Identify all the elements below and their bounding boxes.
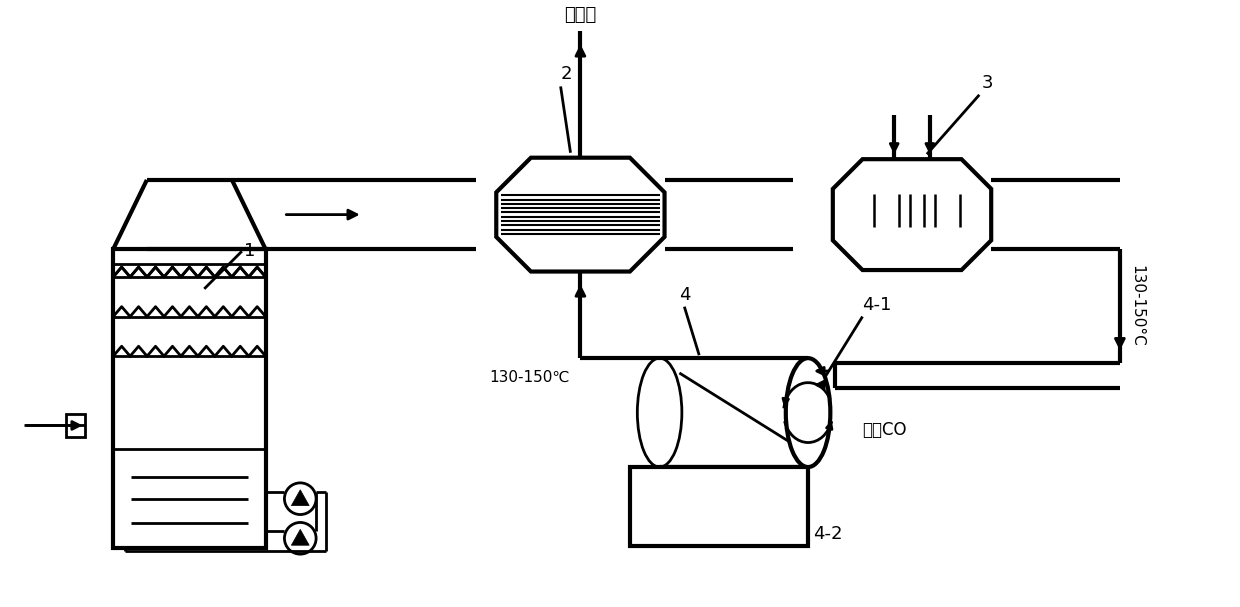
Text: 4-1: 4-1 <box>863 296 892 314</box>
Bar <box>66 413 86 437</box>
Bar <box>113 249 265 548</box>
Ellipse shape <box>786 358 831 467</box>
Bar <box>630 467 808 546</box>
Text: 130-150°C: 130-150°C <box>1130 265 1145 347</box>
Polygon shape <box>833 159 991 270</box>
Polygon shape <box>113 264 265 277</box>
Ellipse shape <box>637 358 682 467</box>
Polygon shape <box>291 490 309 506</box>
Text: 补充CO: 补充CO <box>863 421 906 439</box>
Text: 1: 1 <box>244 242 255 260</box>
Text: 130-150℃: 130-150℃ <box>490 370 570 385</box>
Text: 3: 3 <box>981 74 993 92</box>
Polygon shape <box>496 158 665 271</box>
Polygon shape <box>291 529 309 545</box>
Text: 4: 4 <box>680 286 691 304</box>
Text: 4-2: 4-2 <box>813 525 842 543</box>
Text: 2: 2 <box>560 66 572 83</box>
Text: 去烟囱: 去烟囱 <box>564 5 596 24</box>
